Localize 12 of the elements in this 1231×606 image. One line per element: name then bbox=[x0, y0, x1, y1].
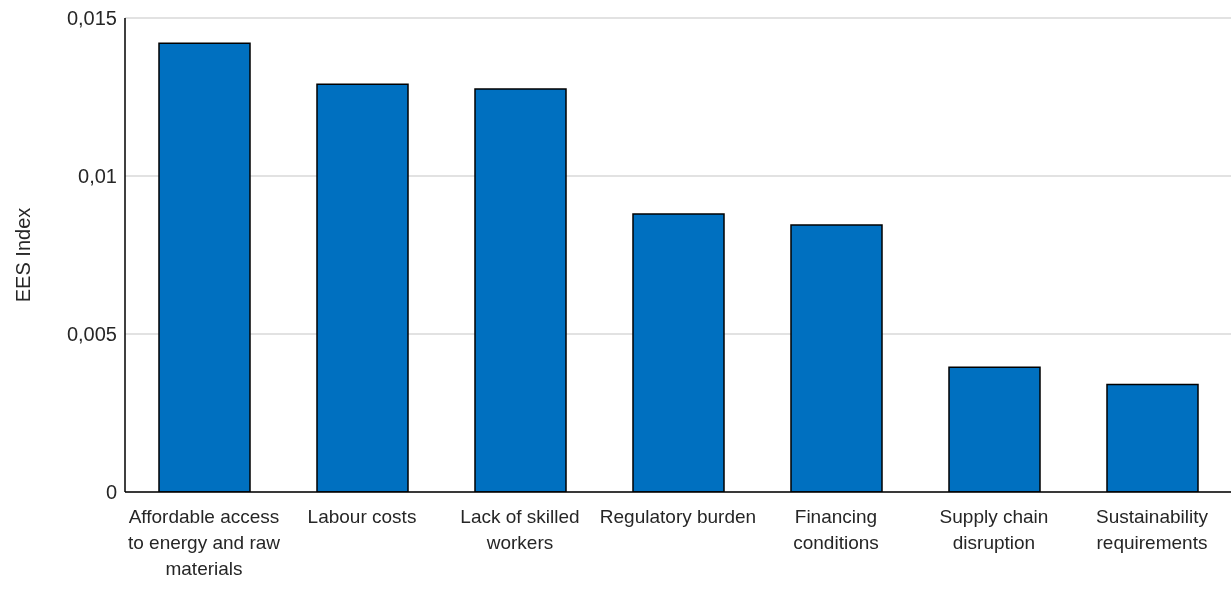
y-tick-label: 0 bbox=[105, 481, 117, 504]
x-tick-label: Lack of skilled workers bbox=[460, 506, 580, 554]
y-tick-label: 0,01 bbox=[78, 165, 117, 188]
y-tick-label: 0,005 bbox=[66, 323, 117, 346]
x-tick-label: Regulatory burden bbox=[599, 506, 757, 528]
x-tick-label: Sustainability requirements bbox=[1096, 506, 1209, 554]
y-tick-label: 0,015 bbox=[66, 7, 117, 30]
x-tick-label: Labour costs bbox=[307, 506, 417, 528]
x-tick-label: Affordable access to energy and raw materials bbox=[127, 506, 281, 580]
x-tick-label: Supply chain disruption bbox=[939, 506, 1049, 554]
y-axis-title: EES Index bbox=[12, 207, 35, 303]
x-tick-label: Financing conditions bbox=[793, 506, 879, 554]
